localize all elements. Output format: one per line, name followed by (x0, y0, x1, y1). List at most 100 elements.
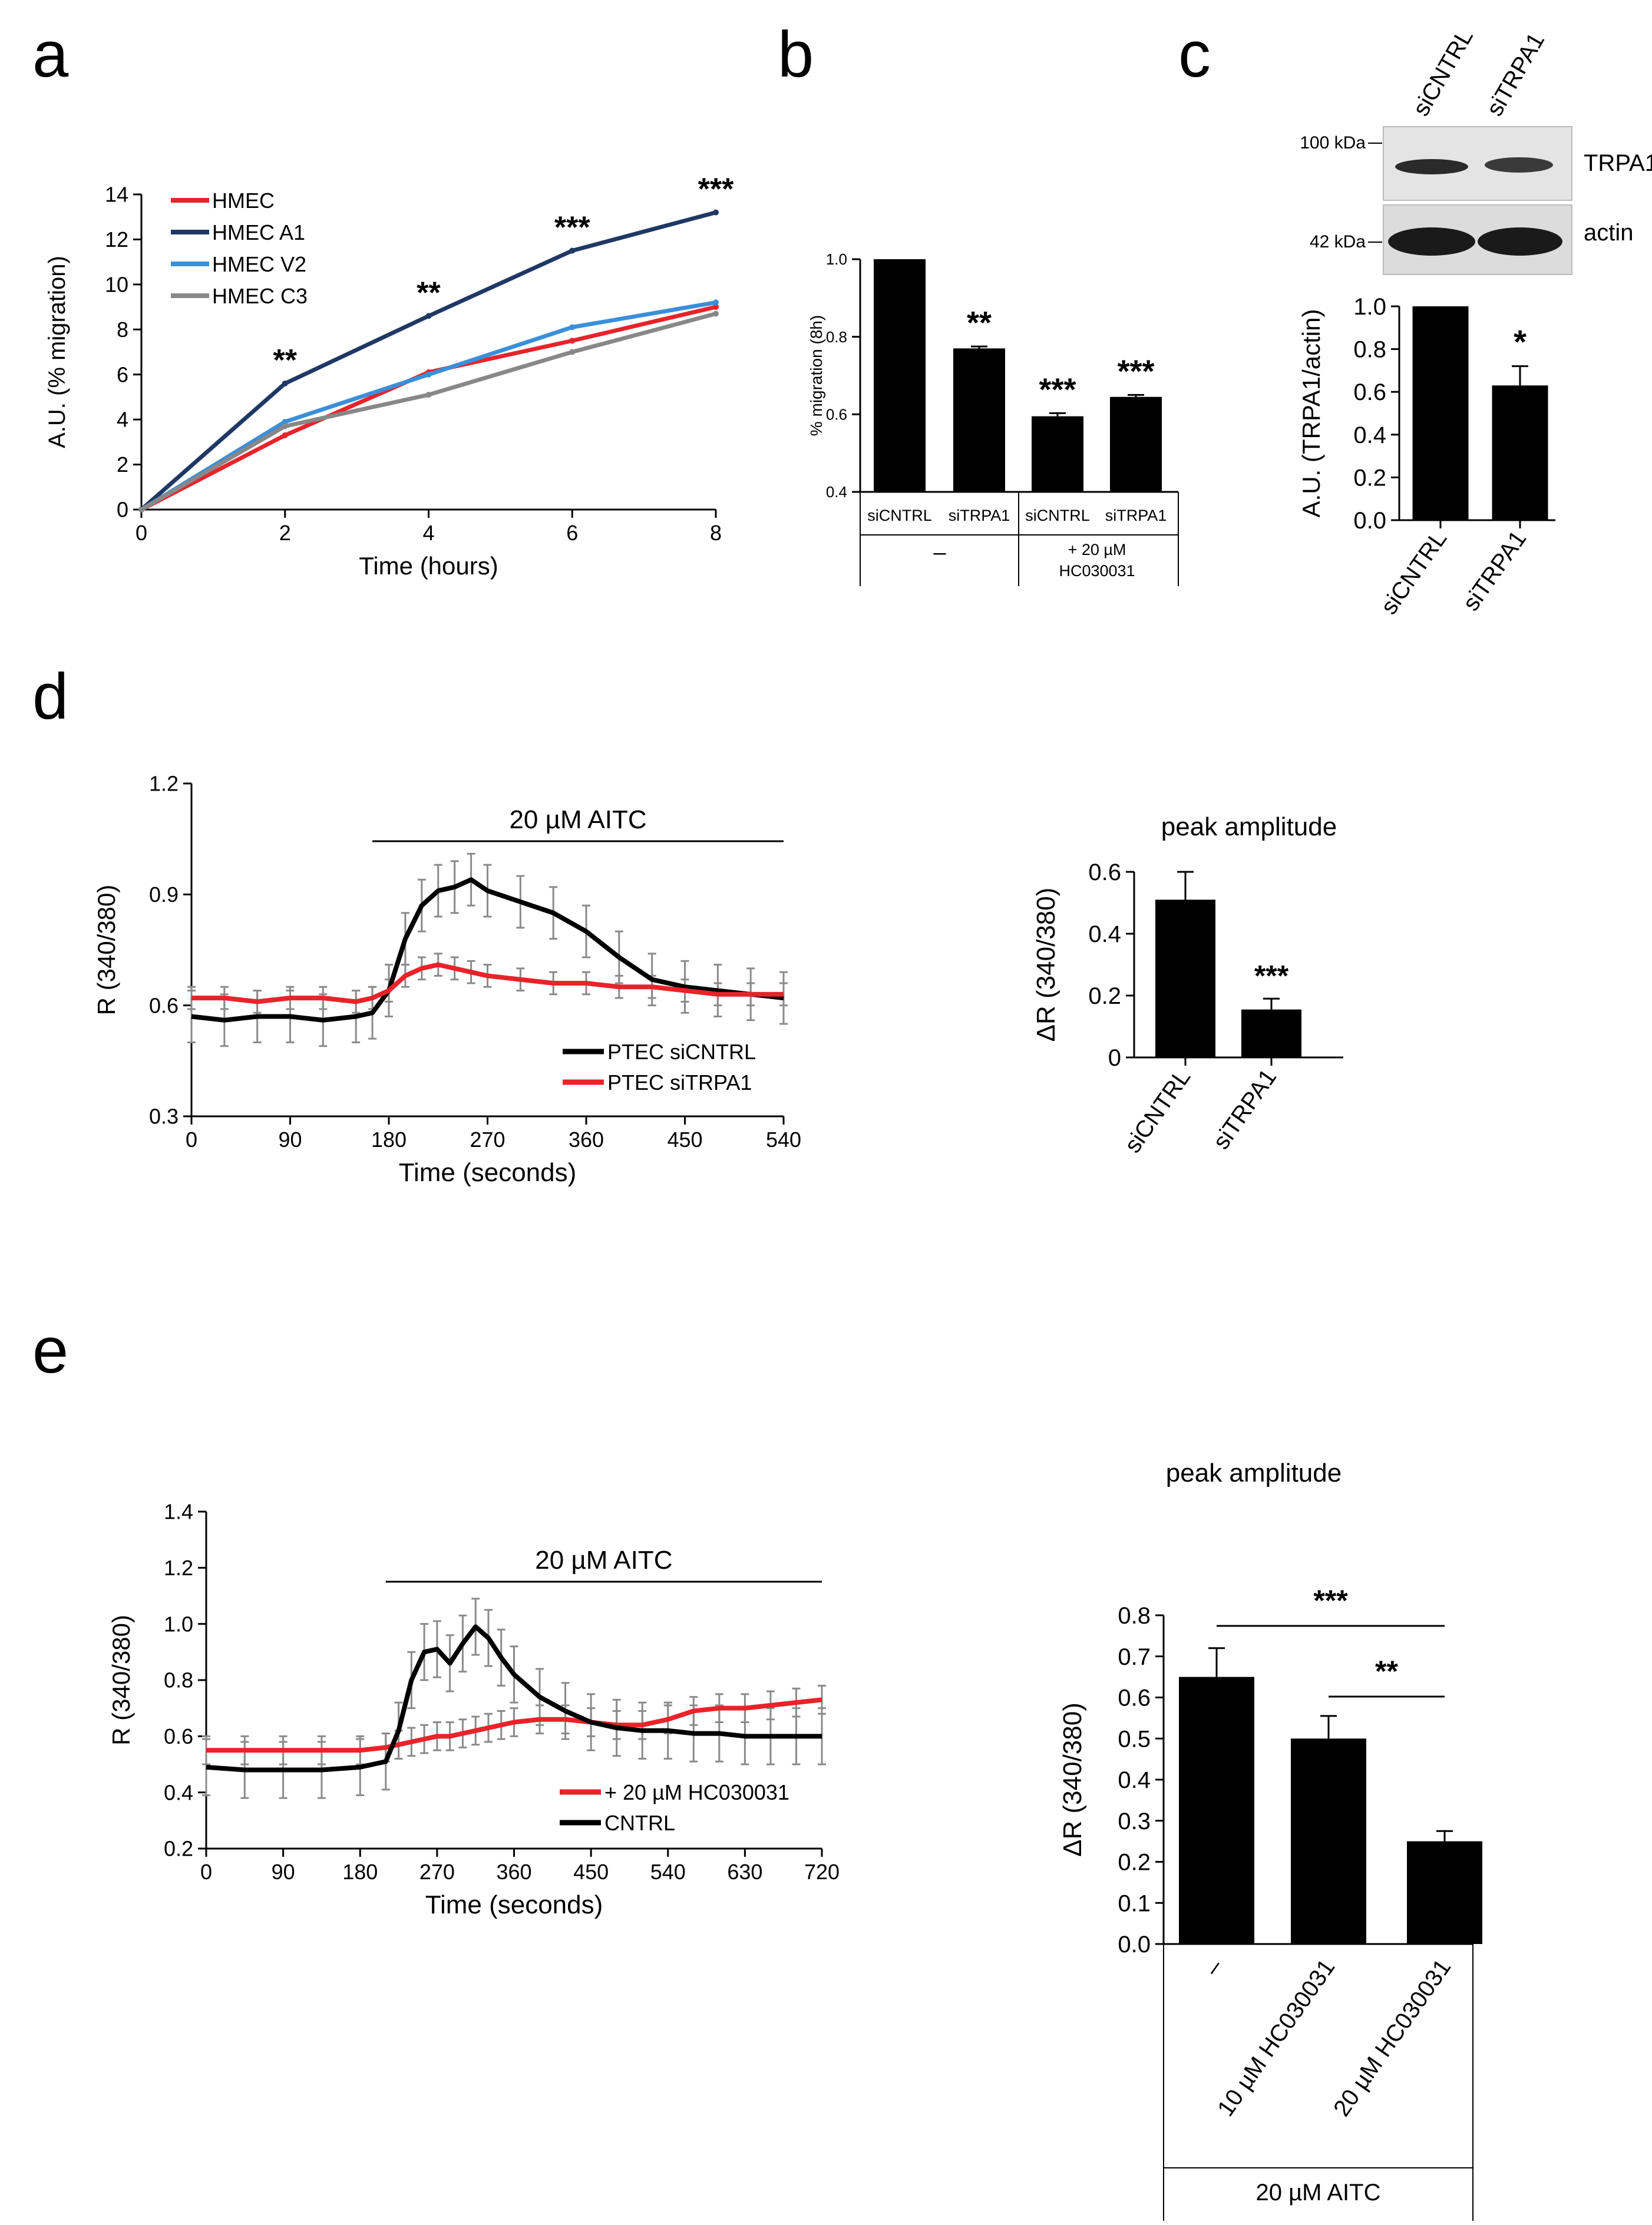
d-y-tick-label: 1.2 (149, 772, 179, 796)
b-group-label: – (933, 540, 946, 565)
e-x-tick-label: 270 (419, 1860, 455, 1884)
b-bar (953, 348, 1005, 492)
e-x-tick-label: 360 (496, 1860, 531, 1884)
a-series-point-0 (569, 338, 576, 344)
e-y-axis-title: R (340/380) (107, 1615, 135, 1745)
e-x-tick-label: 720 (804, 1860, 840, 1884)
e-y-tick-label: 1.0 (164, 1612, 193, 1636)
e-peak-group-label: 20 µM AITC (1256, 2180, 1381, 2206)
d-peak-y-tick-label: 0.4 (1088, 921, 1121, 947)
b-category-label: siCNTRL (867, 507, 932, 524)
c-blot-marker-label: 42 kDa (1310, 232, 1366, 252)
d-x-tick-label: 450 (667, 1128, 702, 1152)
chart-panel-e-peak: peak amplitude 0.0 0.1 0.2 0.3 0.4 0.5 0.6 0.7 0.… (1058, 1459, 1482, 2221)
e-peak-significance-label: *** (1313, 1584, 1348, 1617)
d-y-tick-label: 0.3 (149, 1105, 179, 1129)
d-stimulus-label: 20 µM AITC (509, 805, 646, 834)
b-bar (1032, 416, 1083, 492)
chart-panel-d-peak: peak amplitude *** 0 0.2 0.4 0.6 siCNTRL siTRPA… (1032, 812, 1343, 1158)
e-peak-y-tick-label: 0.0 (1118, 1932, 1151, 1958)
e-peak-y-axis-title: ΔR (340/380) (1058, 1702, 1087, 1857)
d-x-tick-label: 270 (470, 1128, 505, 1152)
a-y-tick-label: 8 (117, 318, 128, 342)
b-bar (874, 259, 926, 492)
e-peak-bar (1407, 1841, 1482, 1944)
e-y-tick-label: 0.2 (164, 1837, 193, 1861)
b-y-tick-label: 0.8 (826, 328, 847, 346)
e-series-line-0 (206, 1697, 822, 1753)
d-y-tick-label: 0.9 (149, 882, 179, 907)
b-significance-label: *** (1117, 353, 1154, 389)
c-y-tick-label: 1.0 (1353, 294, 1386, 320)
e-x-tick-label: 630 (727, 1860, 762, 1884)
e-y-tick-label: 1.2 (164, 1556, 193, 1580)
a-legend-label: HMEC V2 (212, 252, 306, 276)
b-y-tick-label: 0.4 (826, 483, 847, 501)
e-peak-y-tick-label: 0.1 (1118, 1890, 1151, 1916)
a-x-tick-label: 0 (136, 521, 147, 545)
a-legend-label: HMEC A1 (212, 220, 305, 244)
a-series-point-3 (713, 310, 719, 317)
b-category-label: siCNTRL (1025, 507, 1090, 524)
d-peak-category-label: siTRPA1 (1208, 1064, 1282, 1154)
a-series-point-2 (425, 371, 432, 378)
a-y-tick-label: 12 (105, 227, 128, 252)
e-peak-y-tick-label: 0.6 (1118, 1685, 1151, 1711)
c-category-label: siCNTRL (1376, 526, 1452, 619)
d-peak-y-axis-title: ΔR (340/380) (1032, 888, 1060, 1042)
c-significance-label: * (1514, 323, 1527, 361)
a-y-tick-label: 14 (105, 183, 128, 207)
a-series-point-3 (282, 423, 288, 429)
e-peak-category-label: – (1200, 1954, 1228, 1980)
b-category-label: siTRPA1 (949, 507, 1010, 524)
e-series-line-1 (206, 1624, 822, 1773)
b-y-tick-label: 1.0 (826, 250, 847, 268)
a-series-point-3 (425, 392, 432, 398)
e-peak-y-tick-label: 0.8 (1118, 1603, 1151, 1629)
e-x-tick-label: 180 (342, 1860, 378, 1884)
chart-panel-e-trace: 0.2 0.4 0.6 0.8 1.0 1.2 1.4 0 90 180 270 360 450 540 6… (107, 1500, 840, 1919)
a-series-point-3 (138, 507, 144, 513)
e-x-axis-title: Time (seconds) (425, 1890, 603, 1919)
a-x-tick-label: 8 (710, 521, 722, 545)
d-peak-significance-label: *** (1254, 959, 1289, 992)
d-x-tick-label: 540 (766, 1128, 801, 1152)
panel-letter-d: d (32, 660, 68, 733)
d-y-axis-title: R (340/380) (92, 885, 120, 1016)
c-y-tick-label: 0.6 (1353, 379, 1386, 405)
e-peak-title: peak amplitude (1166, 1459, 1342, 1487)
panel-letter-e: e (32, 1314, 68, 1387)
e-peak-y-tick-label: 0.4 (1118, 1767, 1151, 1793)
e-peak-significance-label: ** (1375, 1655, 1398, 1688)
d-x-tick-label: 180 (371, 1128, 407, 1152)
c-blot-band (1395, 159, 1468, 174)
c-blot-band (1478, 227, 1562, 256)
b-group-label: HC030031 (1059, 562, 1135, 580)
a-series-line-2 (140, 300, 716, 511)
a-legend-label: HMEC C3 (212, 284, 308, 308)
a-x-tick-label: 2 (279, 521, 291, 545)
e-peak-y-tick-label: 0.5 (1118, 1726, 1151, 1752)
e-legend-label: CNTRL (604, 1811, 675, 1835)
d-peak-bar (1155, 900, 1215, 1057)
a-series-point-0 (713, 304, 719, 310)
a-x-axis-title: Time (hours) (359, 552, 498, 580)
b-group-label: + 20 µM (1068, 541, 1126, 558)
e-peak-bar (1291, 1738, 1366, 1944)
d-x-axis-title: Time (seconds) (399, 1158, 577, 1187)
a-significance-label: ** (273, 343, 298, 378)
c-y-tick-label: 0.4 (1353, 422, 1386, 448)
d-peak-bar (1241, 1009, 1301, 1057)
d-legend-label: PTEC siTRPA1 (607, 1070, 752, 1095)
a-series-point-2 (713, 299, 719, 306)
d-peak-y-tick-label: 0.2 (1088, 983, 1121, 1009)
a-x-tick-label: 4 (422, 521, 434, 545)
a-x-tick-label: 6 (566, 521, 578, 545)
d-y-tick-label: 0.6 (149, 993, 179, 1017)
e-y-tick-label: 0.4 (164, 1780, 193, 1804)
c-y-axis-title: A.U. (TRPA1/actin) (1297, 309, 1325, 518)
a-series-point-2 (569, 324, 576, 330)
e-peak-category-label: 20 µM HC030031 (1329, 1955, 1456, 2121)
